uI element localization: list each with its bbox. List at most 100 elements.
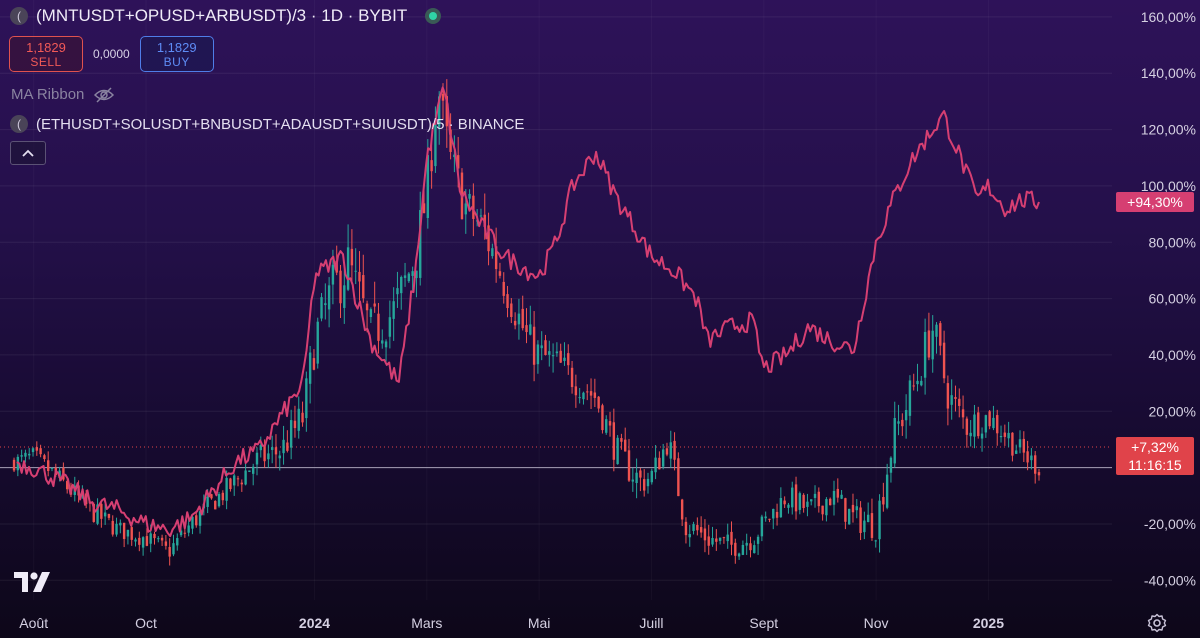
buy-label: BUY [163,55,190,69]
candle-body [639,470,642,478]
indicator-name: MA Ribbon [11,86,85,103]
candle-body [973,414,976,437]
candle-body [111,520,114,535]
candle-body [320,297,323,319]
candle-body [350,248,354,266]
buy-button[interactable]: 1,1829 BUY [139,36,214,72]
candle-body [916,380,919,385]
candle-body [103,512,107,517]
candle-body [984,415,988,433]
candle-body [191,516,194,529]
candle-body [358,271,361,282]
settings-gear-icon[interactable] [1147,613,1167,633]
symbol-circle-icon[interactable]: ( [10,7,28,25]
candle-body [829,498,832,506]
candle-body [316,321,319,364]
candle-body [286,442,289,451]
candle-body [354,270,357,272]
candle-body [904,409,908,421]
indicator-legend[interactable]: MA Ribbon [11,86,115,103]
candle-body [464,203,467,215]
candle-body [942,342,946,379]
candle-body [381,340,384,344]
x-axis: Août Oct 2024 Mars Mai Juill Sept Nov 2025 [19,615,1004,631]
candle-body [1026,451,1029,463]
candle-body [221,492,225,501]
candle-body [278,455,281,459]
candle-body [157,538,160,540]
candle-body [885,474,889,508]
candle-body [1007,432,1010,439]
x-tick-label: 2024 [299,615,330,631]
compare-symbol: (ETHUSDT+SOLUSDT+BNBUSDT+ADAUSDT+SUIUSDT… [36,115,525,133]
candle-body [756,536,760,544]
candle-body [882,497,885,505]
candle-body [267,453,270,460]
sell-button[interactable]: 1,1829 SELL [9,36,83,72]
y-tick-label: 80,00% [1149,234,1196,250]
candle-body [764,516,767,519]
candle-body [631,479,635,482]
candle-body [1037,472,1041,476]
candle-body [1003,432,1007,437]
candle-body [392,301,395,319]
candle-body [901,419,904,427]
candle-body [494,246,498,270]
candle-body [597,396,600,409]
compare-legend[interactable]: ( (ETHUSDT+SOLUSDT+BNBUSDT+ADAUSDT+SUIUS… [10,115,524,133]
candle-body [255,452,259,465]
symbol-title[interactable]: (MNTUSDT+OPUSD+ARBUSDT)/3 · 1D · BYBIT [36,6,408,25]
compare-line-series [16,86,1040,538]
candle-body [992,417,995,429]
candle-body [214,501,217,510]
candle-body [813,493,817,498]
candle-series [12,79,1041,566]
candle-body [510,303,513,317]
candle-body [753,545,756,554]
candle-body [699,527,703,533]
candle-body [696,524,699,531]
candle-body [658,457,661,470]
candle-body [684,521,688,536]
candle-body [551,355,555,357]
chart-header: ( (MNTUSDT+OPUSD+ARBUSDT)/3 · 1D · BYBIT [10,6,442,26]
candle-body [620,438,623,442]
y-tick-label: 160,00% [1141,9,1196,25]
candle-body [593,392,597,398]
candle-body [791,487,794,508]
candle-body [567,353,570,366]
compare-value-badge [1116,191,1194,212]
candle-body [438,96,441,127]
candle-body [958,398,961,406]
candle-body [540,345,543,349]
candle-body [586,391,589,393]
candle-body [327,285,331,310]
candle-body [912,385,915,387]
candle-body [244,470,247,485]
candle-body [145,536,149,546]
candle-body [874,540,877,542]
candle-body [502,281,505,296]
candle-body [251,466,255,474]
candle-body [802,494,805,509]
main-value-label: +7,32% [1131,439,1179,455]
y-tick-label: 120,00% [1141,122,1196,138]
eye-off-icon[interactable] [94,86,115,103]
market-status-icon [425,8,442,24]
candle-body [855,506,858,511]
candle-body [673,440,676,460]
bar-countdown: 11:16:15 [1128,457,1182,473]
tradingview-logo-icon[interactable] [14,572,50,592]
candle-body [946,383,950,409]
candle-body [741,544,745,555]
candle-body [745,542,748,546]
candle-body [961,409,965,418]
candle-body [453,154,456,158]
candle-body [627,450,631,481]
candle-body [703,528,707,541]
candle-body [513,320,517,326]
candle-body [259,445,262,451]
collapse-legend-button[interactable] [10,141,46,165]
candle-body [274,447,278,455]
